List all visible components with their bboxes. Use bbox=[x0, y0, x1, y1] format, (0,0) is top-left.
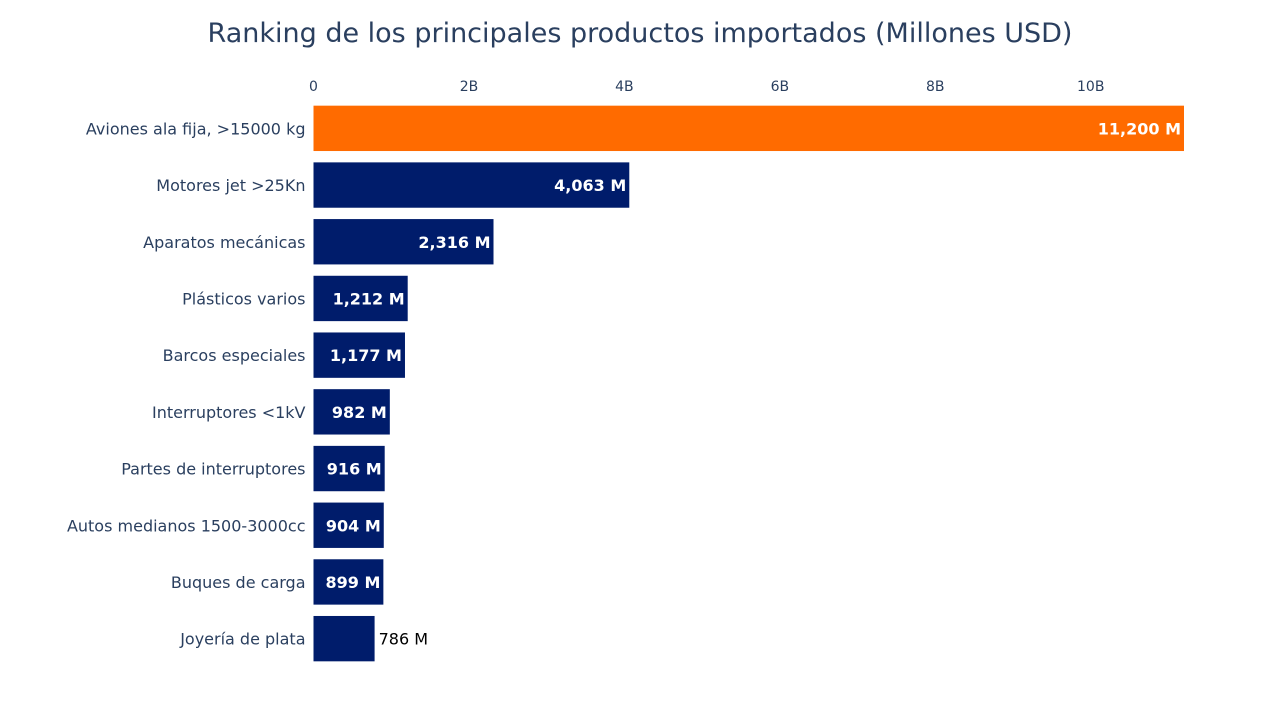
value-label: 982 M bbox=[332, 403, 387, 422]
category-label: Joyería de plata bbox=[179, 630, 305, 649]
category-label: Partes de interruptores bbox=[121, 460, 305, 479]
bar[interactable] bbox=[313, 559, 384, 605]
bar[interactable] bbox=[313, 105, 1185, 152]
value-label: 899 M bbox=[325, 573, 380, 592]
category-label: Autos medianos 1500-3000cc bbox=[67, 516, 306, 535]
value-label: 1,177 M bbox=[330, 346, 402, 365]
bar[interactable] bbox=[313, 445, 385, 492]
value-label: 11,200 M bbox=[1098, 119, 1181, 138]
category-label: Interruptores <1kV bbox=[152, 403, 306, 422]
category-label: Buques de carga bbox=[171, 573, 306, 592]
x-tick-label: 2B bbox=[460, 79, 479, 95]
value-label: 786 M bbox=[379, 630, 428, 649]
value-label: 2,316 M bbox=[418, 233, 490, 252]
value-label: 4,063 M bbox=[554, 176, 626, 195]
x-tick-label: 8B bbox=[926, 79, 945, 95]
value-label: 904 M bbox=[326, 516, 381, 535]
category-label: Aparatos mecánicas bbox=[143, 233, 305, 252]
value-label: 1,212 M bbox=[333, 289, 405, 308]
x-tick-label: 10B bbox=[1077, 79, 1104, 95]
bar[interactable] bbox=[313, 162, 630, 208]
x-tick-label: 4B bbox=[615, 79, 634, 95]
bar[interactable] bbox=[313, 389, 390, 435]
bar[interactable] bbox=[313, 275, 408, 322]
category-label: Motores jet >25Kn bbox=[156, 176, 305, 195]
category-label: Aviones ala fija, >15000 kg bbox=[86, 119, 306, 138]
bar[interactable] bbox=[313, 615, 375, 662]
category-label: Barcos especiales bbox=[163, 346, 306, 365]
x-tick-label: 6B bbox=[771, 79, 790, 95]
chart-title: Ranking de los principales productos imp… bbox=[207, 18, 1073, 49]
value-label: 916 M bbox=[327, 460, 382, 479]
bar[interactable] bbox=[313, 502, 384, 548]
x-tick-label: 0 bbox=[309, 79, 318, 95]
bar[interactable] bbox=[313, 332, 405, 378]
bar[interactable] bbox=[313, 219, 494, 265]
category-label: Plásticos varios bbox=[182, 289, 305, 308]
